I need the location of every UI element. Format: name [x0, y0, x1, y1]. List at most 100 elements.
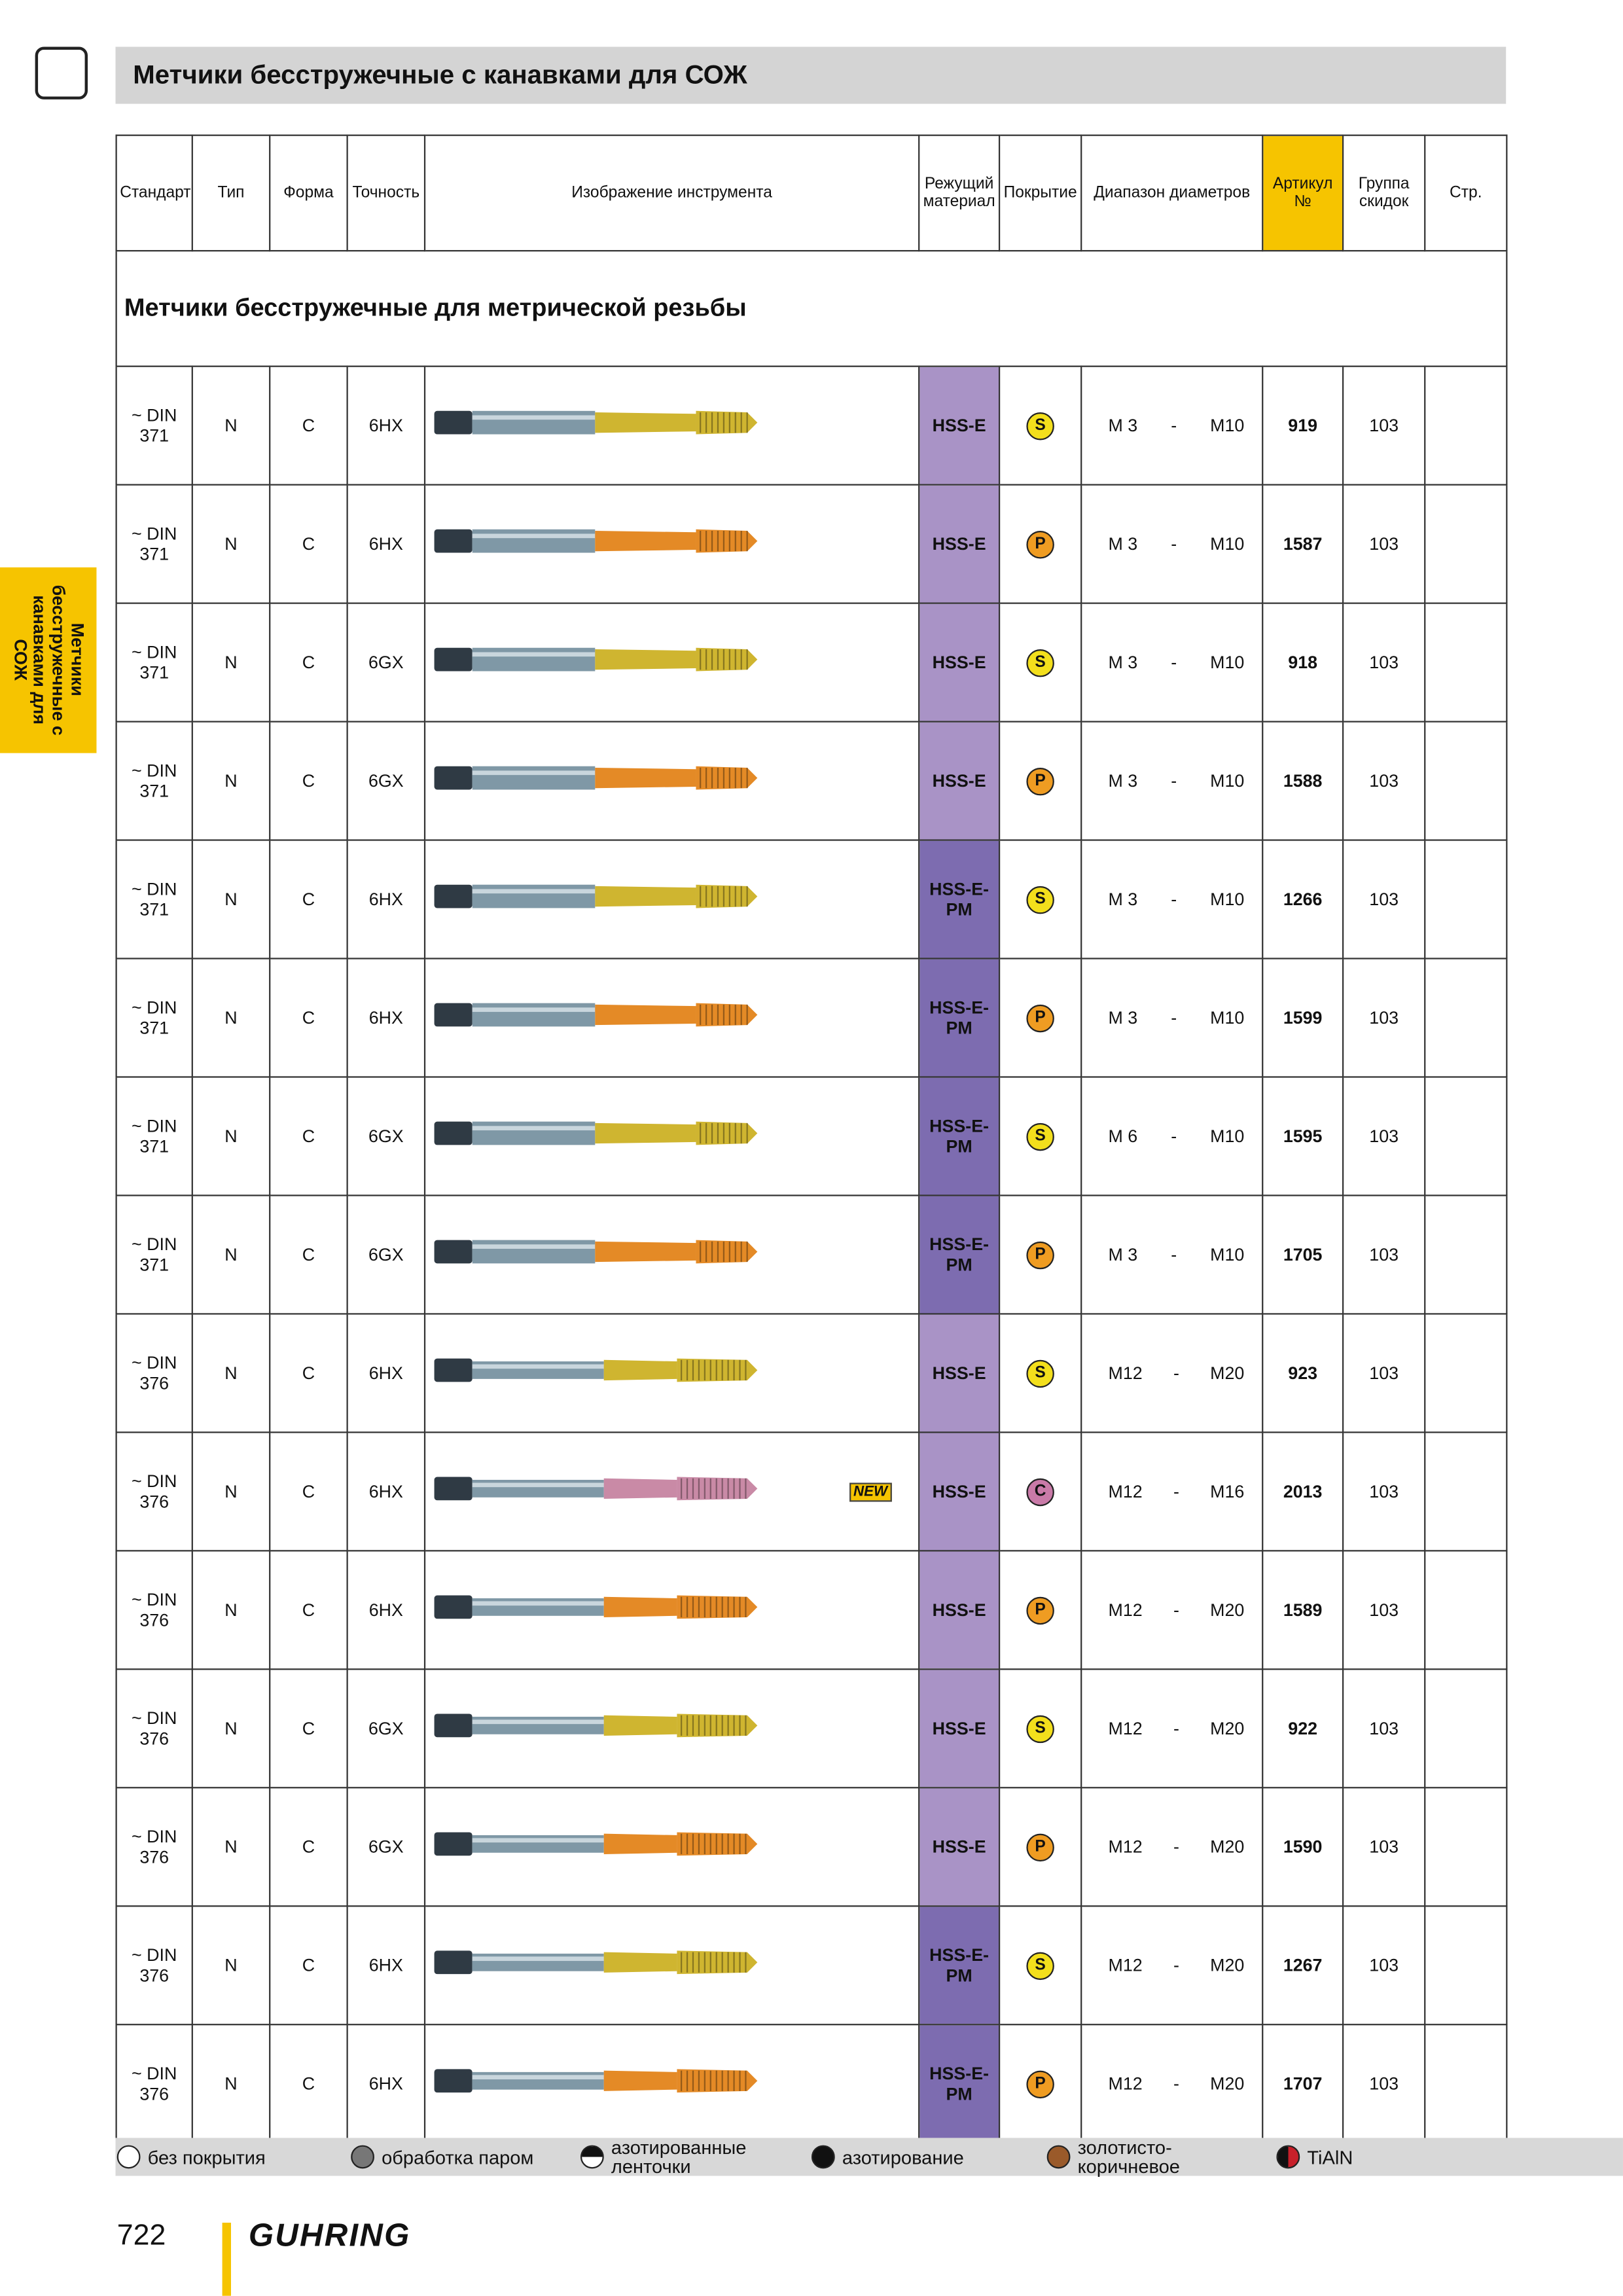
table-body: Метчики бесстружечные для метрической ре…	[115, 250, 1508, 2144]
tool-part	[472, 2075, 604, 2080]
coating-cell: S	[998, 602, 1082, 723]
legend-item: азотирование	[811, 2138, 1031, 2176]
legend-label: обработка паром	[382, 2145, 534, 2168]
standard-cell: ~ DIN 376	[115, 1905, 193, 2026]
range-cell: M12 - M20	[1080, 1668, 1264, 1789]
legend-item: золотисто-коричневое	[1046, 2138, 1266, 2176]
coating-cell: P	[998, 1194, 1082, 1315]
section-row: Метчики бесстружечные для метрической ре…	[115, 250, 1508, 367]
form-cell: C	[269, 839, 348, 960]
article-cell: 2013	[1262, 1431, 1344, 1552]
product-row: ~ DIN 371 N C 6GX HSS-E-PM P M 3 - M10 1705 103	[115, 1194, 1508, 1315]
footer-bar	[222, 2222, 232, 2296]
coating-symbol: S	[1026, 1359, 1054, 1388]
article-cell: 919	[1262, 365, 1344, 486]
standard-cell: ~ DIN 376	[115, 1668, 193, 1789]
tool-image-cell	[423, 1668, 920, 1789]
tool-part	[472, 1480, 604, 1498]
range-part: M20	[1210, 2073, 1245, 2094]
tolerance-cell: 6HX	[346, 1550, 426, 1670]
group-cell: 103	[1342, 1194, 1426, 1315]
legend-item: без покрытия	[116, 2138, 336, 2176]
page-ref-cell	[1424, 721, 1508, 841]
range-cell: M12 - M20	[1080, 1787, 1264, 1907]
tool-image-cell	[423, 2024, 920, 2144]
range-cell: M12 - M20	[1080, 1313, 1264, 1433]
group-cell: 103	[1342, 365, 1426, 486]
product-row: ~ DIN 376 N C 6HX HSS-E-PM P M12 - M20 1707 103	[115, 2024, 1508, 2144]
coating-cell: P	[998, 958, 1082, 1078]
tolerance-cell: 6HX	[346, 1905, 426, 2026]
group-cell: 103	[1342, 1550, 1426, 1670]
type-cell: N	[191, 484, 271, 604]
form-cell: C	[269, 602, 348, 723]
range-part: M10	[1210, 889, 1245, 910]
coating-cell: S	[998, 365, 1082, 486]
article-cell: 1588	[1262, 721, 1344, 841]
range-part: -	[1171, 770, 1177, 791]
group-cell: 103	[1342, 1905, 1426, 2026]
range-part: M20	[1210, 1718, 1245, 1739]
range-part: M 3	[1108, 1007, 1138, 1028]
group-cell: 103	[1342, 1076, 1426, 1196]
article-cell: 1705	[1262, 1194, 1344, 1315]
coating-symbol: C	[1026, 1477, 1054, 1506]
range-part: M20	[1210, 1363, 1245, 1384]
tool-image	[434, 884, 758, 908]
tool-part	[696, 647, 758, 672]
legend-icon	[811, 2145, 835, 2169]
legend-icon	[580, 2145, 604, 2169]
range-part: M12	[1108, 1600, 1143, 1621]
range-part: -	[1173, 1600, 1179, 1621]
range-cell: M 3 - M10	[1080, 1194, 1264, 1315]
type-cell: N	[191, 365, 271, 486]
type-cell: N	[191, 2024, 271, 2144]
tool-part	[677, 1477, 758, 1501]
group-cell: 103	[1342, 602, 1426, 723]
range: M12 - M20	[1085, 1837, 1259, 1857]
legend-icon	[351, 2145, 374, 2169]
page-ref-cell	[1424, 1194, 1508, 1315]
tool-image	[434, 766, 758, 790]
coating-symbol: P	[1026, 529, 1054, 558]
tool-image	[434, 1358, 758, 1382]
range: M 3 - M10	[1085, 652, 1259, 672]
range-part: M 3	[1108, 533, 1138, 554]
tool-part	[472, 647, 596, 672]
range-part: M10	[1210, 1007, 1245, 1028]
form-cell: C	[269, 1550, 348, 1670]
article-cell: 1587	[1262, 484, 1344, 604]
range: M12 - M20	[1085, 1600, 1259, 1620]
coating-cell: S	[998, 1905, 1082, 2026]
standard-cell: ~ DIN 371	[115, 602, 193, 723]
tool-image-cell	[423, 1313, 920, 1433]
range-part: -	[1171, 1007, 1177, 1028]
coating-cell: P	[998, 484, 1082, 604]
tolerance-cell: 6HX	[346, 365, 426, 486]
page-ref-cell	[1424, 365, 1508, 486]
tool-image	[434, 1713, 758, 1738]
group-cell: 103	[1342, 1313, 1426, 1433]
group-cell: 103	[1342, 1431, 1426, 1552]
range-part: M10	[1210, 533, 1245, 554]
page-ref-cell	[1424, 1076, 1508, 1196]
standard-cell: ~ DIN 376	[115, 1431, 193, 1552]
material-cell: HSS-E-PM	[918, 839, 1001, 960]
type-cell: N	[191, 839, 271, 960]
tolerance-cell: 6HX	[346, 839, 426, 960]
standard-cell: ~ DIN 371	[115, 839, 193, 960]
range-part: M20	[1210, 1837, 1245, 1857]
range-cell: M 3 - M10	[1080, 484, 1264, 604]
material-cell: HSS-E-PM	[918, 2024, 1001, 2144]
product-row: ~ DIN 376 N C 6HX HSS-E S M12 - M20 923 103	[115, 1313, 1508, 1433]
article-cell: 1595	[1262, 1076, 1344, 1196]
form-cell: C	[269, 484, 348, 604]
form-cell: C	[269, 1194, 348, 1315]
tool-part	[472, 1244, 596, 1249]
range-cell: M12 - M20	[1080, 2024, 1264, 2144]
range-cell: M 3 - M10	[1080, 602, 1264, 723]
standard-cell: ~ DIN 371	[115, 958, 193, 1078]
range-part: M10	[1210, 770, 1245, 791]
column-header: Форма	[269, 134, 348, 252]
